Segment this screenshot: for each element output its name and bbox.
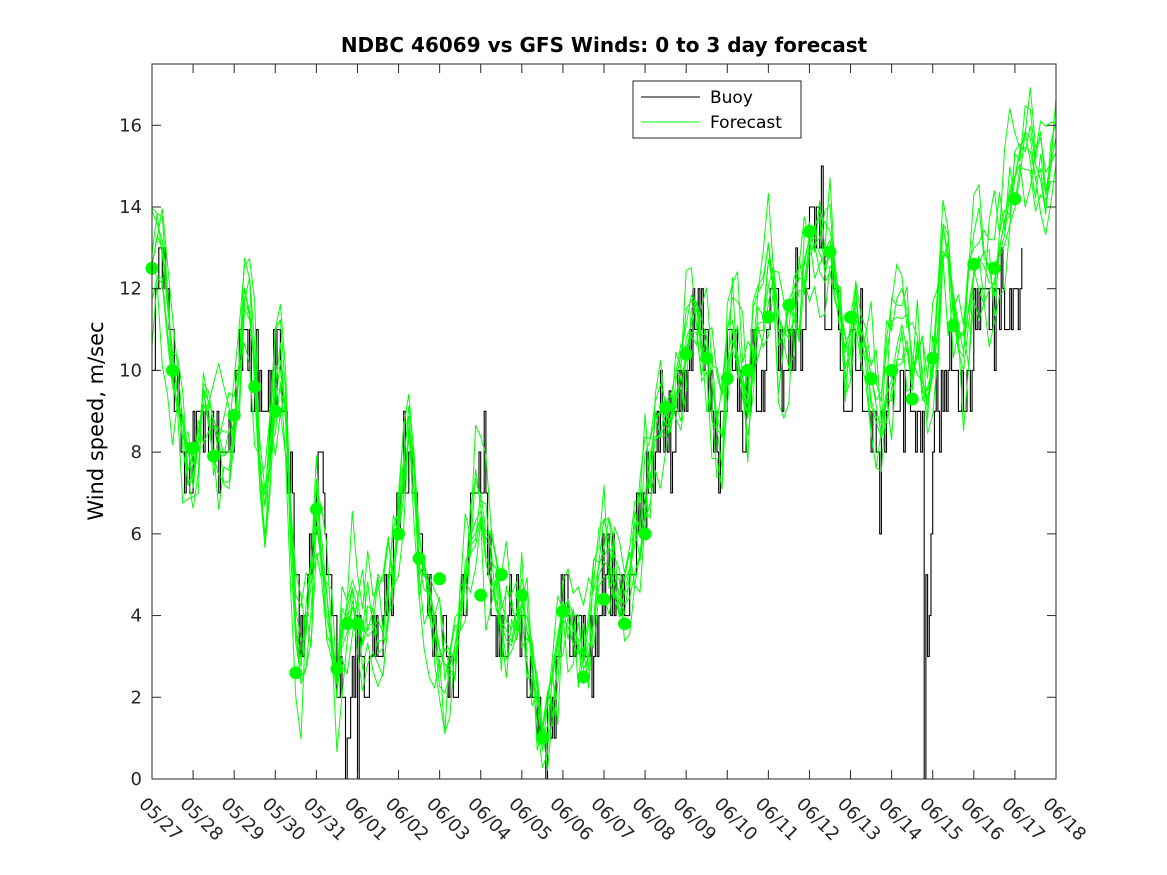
chart-title: NDBC 46069 vs GFS Winds: 0 to 3 day fore…: [341, 33, 868, 57]
forecast-marker-24: [659, 400, 673, 414]
forecast-marker-33: [844, 310, 857, 324]
forecast-marker-7: [289, 666, 303, 680]
forecast-marker-2: [186, 441, 200, 455]
forecast-marker-4: [227, 408, 241, 422]
y-tick-label: 0: [131, 769, 142, 790]
legend-box: [632, 80, 802, 139]
forecast-series-line-3: [151, 166, 1057, 768]
forecast-marker-10: [340, 617, 354, 631]
forecast-marker-25: [679, 347, 693, 361]
forecast-marker-13: [412, 551, 426, 565]
forecast-marker-5: [248, 380, 262, 394]
forecast-marker-34: [864, 372, 878, 386]
legend: Buoy Forecast: [632, 80, 802, 139]
forecast-marker-27: [720, 372, 734, 386]
y-tick-label: 10: [119, 360, 142, 381]
marker-layer: [145, 192, 1022, 745]
forecast-marker-35: [885, 363, 899, 377]
forecast-marker-17: [515, 588, 529, 602]
forecast-marker-23: [638, 527, 652, 541]
forecast-marker-22: [618, 617, 631, 631]
forecast-series-line-1: [151, 147, 1057, 737]
forecast-marker-18: [535, 731, 549, 745]
forecast-marker-11: [351, 617, 364, 631]
forecast-marker-9: [330, 662, 344, 676]
forecast-marker-38: [946, 319, 960, 332]
forecast-marker-1: [166, 363, 179, 377]
legend-buoy-label: Buoy: [710, 88, 753, 108]
y-tick-label: 6: [131, 524, 142, 545]
y-axis-label: Wind speed, m/sec: [84, 321, 108, 520]
forecast-series-line-7: [151, 87, 1057, 740]
forecast-marker-26: [700, 351, 714, 365]
y-ticks: 0 2 4 6 8 10 12 14 16: [119, 115, 1056, 790]
forecast-marker-6: [268, 404, 282, 418]
y-tick-label: 12: [119, 279, 142, 300]
forecast-marker-16: [494, 568, 508, 582]
forecast-marker-21: [597, 592, 611, 606]
forecast-marker-8: [309, 502, 323, 516]
forecast-marker-3: [207, 449, 221, 463]
y-tick-label: 2: [131, 687, 142, 708]
forecast-marker-36: [905, 392, 919, 406]
y-tick-label: 4: [131, 606, 142, 627]
forecast-marker-14: [433, 572, 447, 586]
forecast-marker-39: [967, 257, 981, 271]
forecast-marker-31: [803, 225, 816, 238]
forecast-marker-20: [577, 670, 590, 684]
forecast-marker-28: [741, 363, 755, 377]
forecast-marker-41: [1008, 192, 1022, 206]
forecast-marker-29: [761, 310, 775, 324]
y-tick-label: 8: [131, 442, 142, 463]
forecast-marker-15: [474, 588, 488, 602]
forecast-marker-19: [556, 605, 570, 618]
forecast-marker-40: [987, 261, 1001, 275]
forecast-marker-37: [926, 351, 940, 365]
forecast-marker-12: [392, 527, 405, 541]
forecast-marker-30: [782, 298, 796, 312]
forecast-series-line-4: [151, 99, 1057, 751]
forecast-series-line-5: [151, 123, 1057, 771]
forecast-series-line-6: [151, 120, 1057, 734]
y-tick-label: 14: [119, 197, 142, 218]
legend-forecast-label: Forecast: [710, 113, 782, 133]
series-layer: [151, 87, 1057, 780]
y-tick-label: 16: [119, 115, 142, 136]
forecast-marker-32: [823, 245, 837, 259]
